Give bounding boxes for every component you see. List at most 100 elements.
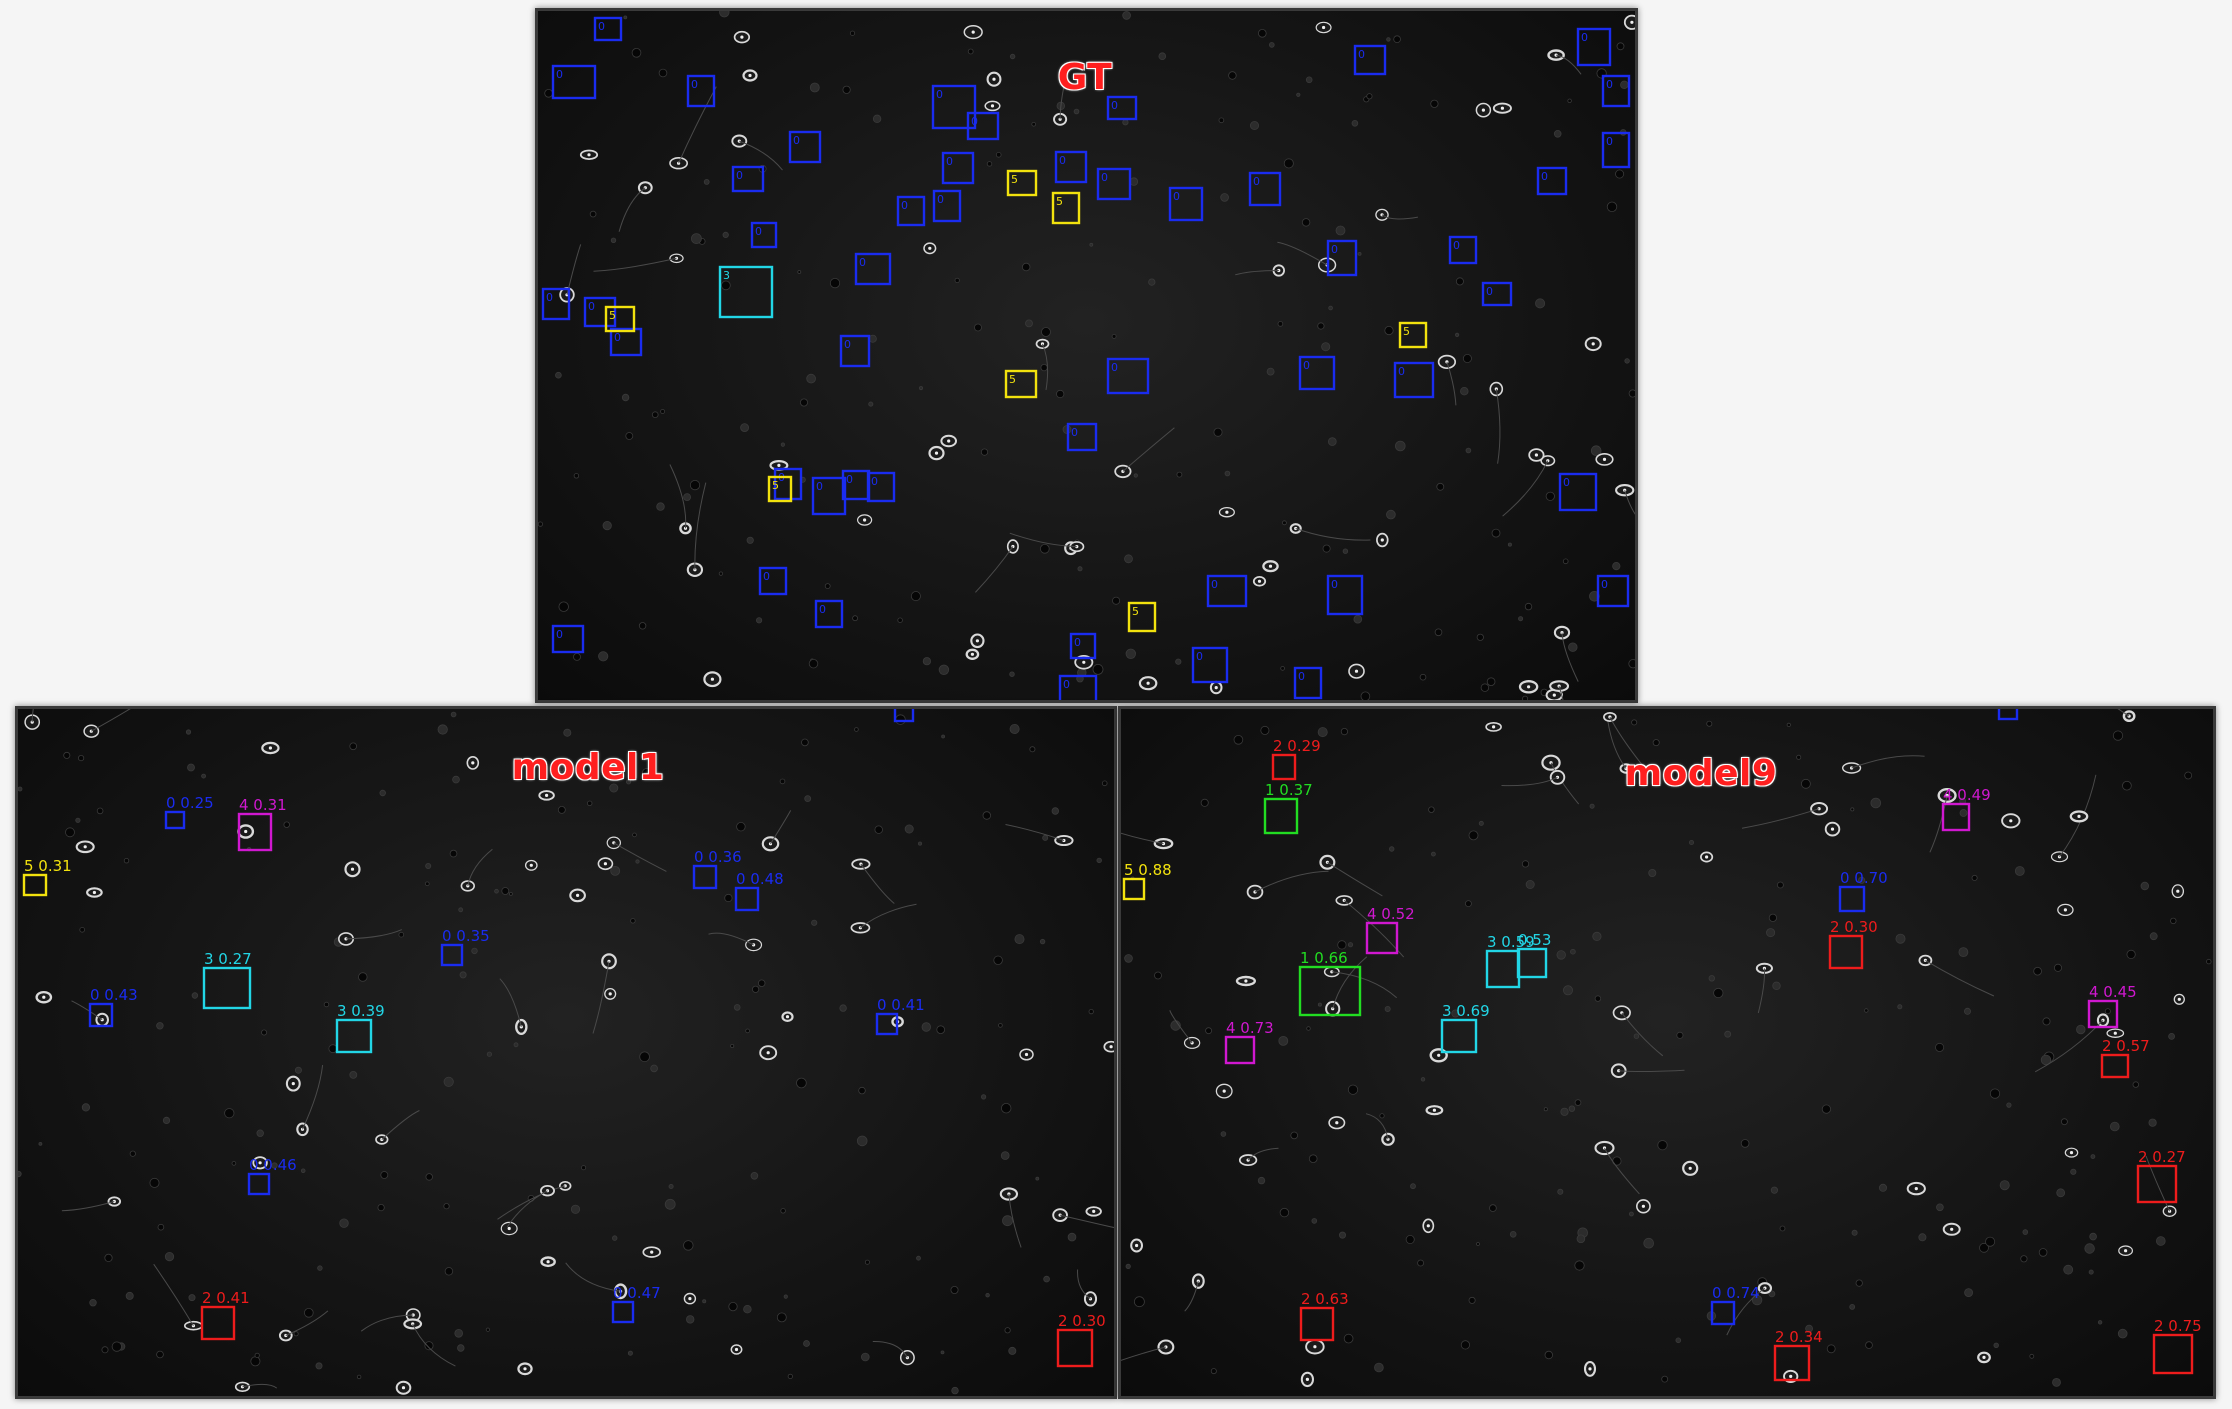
- model9-bbox-label: 4 0.49: [1943, 786, 1991, 804]
- sperm-center: [2077, 815, 2080, 818]
- sperm-tail: [1619, 1070, 1685, 1071]
- sperm-center: [1306, 1378, 1309, 1381]
- debris-dot: [556, 372, 562, 378]
- debris-dot: [1625, 359, 1630, 364]
- model9-bbox: [1124, 879, 1144, 899]
- sperm-center: [547, 1260, 550, 1263]
- debris-dot: [571, 1205, 579, 1213]
- sperm-center: [1313, 1345, 1316, 1348]
- sperm-center: [991, 104, 994, 107]
- sperm-center: [786, 1015, 789, 1018]
- debris-dot: [102, 1347, 108, 1353]
- debris-dot: [1261, 726, 1269, 734]
- debris-dot: [1267, 368, 1274, 375]
- debris-dot: [2127, 950, 2135, 958]
- debris-dot: [2149, 1119, 2156, 1126]
- model9-bbox: [1840, 887, 1864, 911]
- debris-dot: [1394, 36, 1401, 43]
- debris-dot: [1395, 441, 1405, 451]
- model9-bbox: [2102, 1055, 2128, 1077]
- debris-dot: [105, 1254, 112, 1261]
- debris-dot: [1318, 728, 1327, 737]
- debris-dot: [509, 892, 512, 895]
- debris-dot: [1309, 1155, 1317, 1163]
- debris-dot: [1229, 72, 1237, 80]
- debris-dot: [703, 1300, 706, 1303]
- debris-dot: [1279, 1036, 1288, 1045]
- debris-dot: [1097, 858, 1102, 863]
- debris-dot: [1632, 720, 1637, 725]
- debris-dot: [2085, 1244, 2095, 1254]
- sperm-center: [2114, 1032, 2117, 1035]
- debris-dot: [952, 1387, 959, 1394]
- gt-bbox-label: 0: [1101, 171, 1108, 184]
- debris-dot: [2054, 964, 2061, 971]
- debris-dot: [1613, 562, 1620, 569]
- debris-dot: [1617, 43, 1624, 50]
- debris-dot: [1015, 935, 1024, 944]
- gt-bbox-label: 5: [1011, 173, 1018, 186]
- debris-dot: [1387, 510, 1396, 519]
- gt-bbox-label: 0: [901, 199, 908, 212]
- debris-dot: [2034, 967, 2042, 975]
- sperm-tail: [1006, 825, 1064, 841]
- debris-dot: [1339, 1232, 1345, 1238]
- debris-dot: [112, 1342, 121, 1351]
- model9-bbox-label: 2 0.75: [2154, 1317, 2202, 1335]
- debris-dot: [1323, 545, 1330, 552]
- debris-dot: [1709, 976, 1715, 982]
- debris-dot: [1312, 1219, 1317, 1224]
- debris-dot: [1437, 483, 1444, 490]
- gt-bbox-label: 0: [1111, 361, 1118, 374]
- debris-dot: [1456, 278, 1463, 285]
- debris-dot: [2091, 1155, 2095, 1159]
- debris-dot: [1093, 664, 1103, 674]
- debris-dot: [1477, 634, 1483, 640]
- debris-dot: [1865, 1009, 1869, 1013]
- gt-bbox-label: 0: [763, 570, 770, 583]
- model9-bbox-label: 0.53: [1518, 931, 1551, 949]
- debris-dot: [257, 1130, 264, 1137]
- model1-bbox-label: 2 0.30: [1058, 1312, 1106, 1330]
- debris-dot: [1431, 100, 1438, 107]
- debris-dot: [861, 1353, 869, 1361]
- model1-bbox: [694, 866, 716, 888]
- debris-dot: [1250, 121, 1258, 129]
- debris-dot: [1001, 1103, 1011, 1113]
- debris-dot: [1052, 808, 1059, 815]
- sperm-center: [740, 36, 743, 39]
- sperm-center: [2064, 908, 2067, 911]
- sperm-center: [1082, 661, 1085, 664]
- sperm-tail: [695, 483, 706, 570]
- debris-dot: [1322, 343, 1330, 351]
- debris-dot: [622, 394, 629, 401]
- debris-dot: [756, 618, 761, 623]
- debris-dot: [1545, 1351, 1553, 1359]
- debris-dot: [2150, 933, 2157, 940]
- debris-dot: [603, 521, 611, 529]
- debris-dot: [1801, 779, 1810, 788]
- debris-dot: [720, 11, 730, 17]
- sperm-center: [2176, 890, 2179, 893]
- debris-dot: [1856, 1280, 1862, 1286]
- sperm-center: [402, 1386, 405, 1389]
- debris-dot: [1634, 1034, 1639, 1039]
- debris-dot: [1291, 1132, 1298, 1139]
- debris-dot: [1629, 390, 1635, 397]
- debris-dot: [1644, 1238, 1654, 1248]
- debris-dot: [983, 812, 991, 820]
- debris-dot: [741, 424, 749, 432]
- model9-bbox-label: 0 0.74: [1712, 1284, 1760, 1302]
- sperm-center: [523, 1367, 526, 1370]
- gt-image: 0000000000000 000 0 00 0000 0000000 0 00000 0 000…: [538, 11, 1635, 700]
- debris-dot: [66, 828, 75, 837]
- debris-dot: [80, 927, 85, 932]
- debris-dot: [1044, 1276, 1050, 1282]
- debris-dot: [1074, 109, 1079, 114]
- sperm-tail: [771, 810, 791, 843]
- gt-bbox-label: 0: [1358, 48, 1365, 61]
- debris-dot: [937, 1026, 945, 1034]
- gt-bbox-label: 0: [819, 603, 826, 616]
- model9-bbox-label: 1 0.37: [1265, 781, 1313, 799]
- debris-dot: [1522, 861, 1528, 867]
